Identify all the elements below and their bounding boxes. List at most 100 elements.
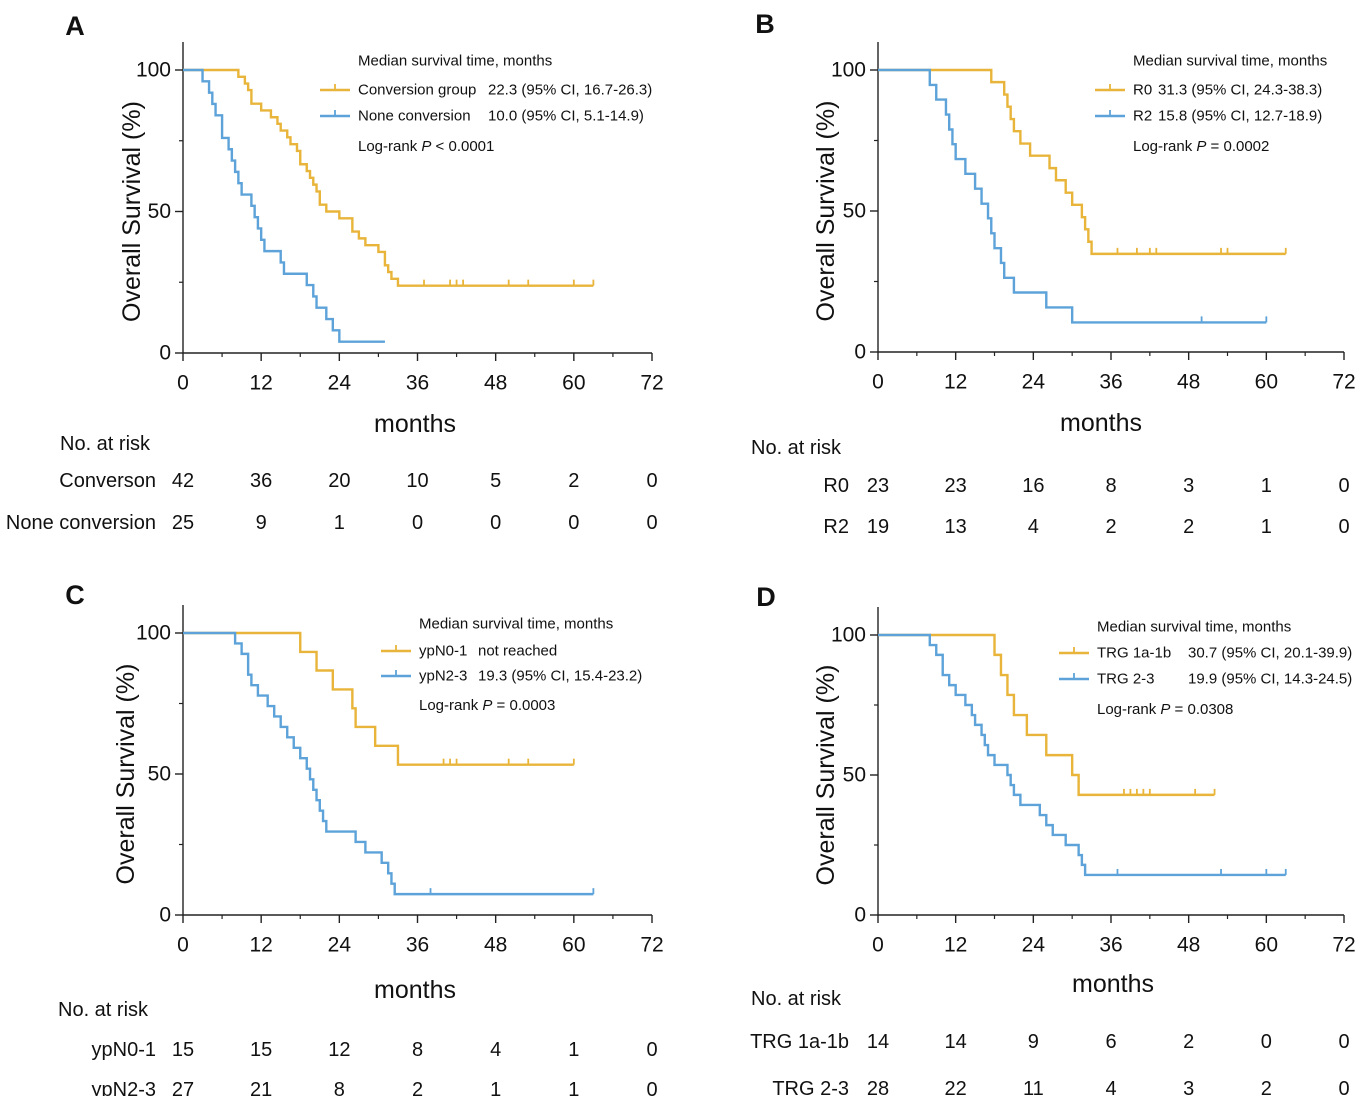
risk-table-count: 4 [1028,516,1039,538]
x-tick-label: 12 [944,371,967,394]
risk-table-count: 5 [490,470,501,492]
panel-label: C [65,580,85,610]
risk-table-count: 0 [646,1079,657,1096]
risk-table-count: 10 [406,470,428,492]
risk-table-count: 2 [1183,1031,1194,1053]
x-axis-label: months [374,410,456,438]
y-tick-label: 100 [831,59,866,82]
y-tick-label: 100 [831,624,866,647]
legend-series-stat: 22.3 (95% CI, 16.7-26.3) [488,82,652,99]
risk-table-count: 14 [867,1031,889,1053]
risk-table-count: 2 [1183,516,1194,538]
y-tick-label: 50 [148,763,171,786]
survival-curve-series-2 [878,68,1267,324]
risk-table-count: 2 [1105,516,1116,538]
risk-table-count: 21 [250,1079,272,1096]
x-tick-label: 24 [328,934,352,957]
risk-table-row-label: R2 [823,516,849,538]
risk-table-row-label: R0 [823,475,849,497]
risk-table-title: No. at risk [60,433,151,455]
risk-table-count: 28 [867,1078,889,1096]
logrank-text: Log-rank P < 0.0001 [358,138,494,155]
risk-table-count: 12 [328,1039,350,1061]
x-axis-label: months [374,976,456,1004]
x-tick-label: 60 [562,934,585,957]
x-tick-label: 72 [1332,371,1355,394]
legend-series-stat: 19.3 (95% CI, 15.4-23.2) [478,668,642,685]
logrank-p: P [1160,701,1170,718]
legend-series-name: TRG 1a-1b [1097,645,1171,662]
risk-table-count: 27 [172,1079,194,1096]
risk-table-count: 1 [1261,516,1272,538]
risk-table-count: 3 [1183,1078,1194,1096]
risk-table-count: 0 [568,512,579,534]
x-axis-label: months [1072,970,1154,998]
legend-series-name: TRG 2-3 [1097,671,1155,688]
risk-table-count: 0 [1338,1031,1349,1053]
panel-label: D [756,582,776,612]
risk-table-row-label: ypN2-3 [92,1079,156,1096]
risk-table-count: 9 [256,512,267,534]
risk-table-title: No. at risk [58,999,149,1021]
x-tick-label: 0 [177,934,189,957]
risk-table-row-label: Converson [59,470,156,492]
risk-table-count: 1 [334,512,345,534]
risk-table-count: 8 [1105,475,1116,497]
x-tick-label: 0 [177,372,189,395]
risk-table-count: 16 [1022,475,1044,497]
legend-title: Median survival time, months [419,616,613,633]
legend-title: Median survival time, months [1133,53,1327,70]
risk-table-count: 23 [867,475,889,497]
legend-title: Median survival time, months [358,53,552,70]
x-tick-label: 48 [484,934,507,957]
legend-series-stat: not reached [478,643,557,660]
risk-table-count: 0 [1261,1031,1272,1053]
risk-table-count: 0 [646,470,657,492]
legend-series-name: Conversion group [358,82,476,99]
risk-table-count: 0 [646,512,657,534]
y-tick-label: 0 [159,342,171,365]
legend-series-name: R0 [1133,82,1152,99]
x-tick-label: 72 [640,372,663,395]
legend-series-stat: 19.9 (95% CI, 14.3-24.5) [1188,671,1352,688]
x-tick-label: 0 [872,371,884,394]
survival-curve-series-2 [183,68,385,343]
risk-table-count: 6 [1105,1031,1116,1053]
y-tick-label: 0 [159,904,171,927]
x-tick-label: 60 [1255,371,1278,394]
survival-curve-series-1 [183,68,594,287]
legend-series-name: ypN0-1 [419,643,467,660]
risk-table-count: 14 [945,1031,967,1053]
risk-table-count: 1 [1261,475,1272,497]
risk-table-count: 1 [568,1079,579,1096]
logrank-value: = 0.0308 [1170,701,1233,718]
risk-table-count: 2 [1261,1078,1272,1096]
risk-table-count: 15 [250,1039,272,1061]
risk-table-count: 11 [1023,1078,1044,1096]
logrank-p: P [421,138,431,155]
risk-table-count: 0 [1338,1078,1349,1096]
logrank-p: P [482,697,492,714]
y-tick-label: 0 [854,341,866,364]
x-tick-label: 12 [249,934,272,957]
risk-table-count: 4 [490,1039,501,1061]
logrank-value: = 0.0002 [1206,138,1269,155]
risk-table-count: 42 [172,470,194,492]
risk-table-count: 0 [1338,475,1349,497]
logrank-p: P [1196,138,1206,155]
risk-table-count: 36 [250,470,272,492]
y-tick-label: 50 [148,200,171,223]
risk-table-count: 2 [412,1079,423,1096]
risk-table-count: 19 [867,516,889,538]
risk-table-count: 4 [1105,1078,1116,1096]
risk-table-count: 0 [490,512,501,534]
x-tick-label: 60 [562,372,585,395]
x-tick-label: 72 [640,934,663,957]
legend-series-stat: 30.7 (95% CI, 20.1-39.9) [1188,645,1352,662]
x-tick-label: 36 [406,372,429,395]
legend-series-stat: 10.0 (95% CI, 5.1-14.9) [488,108,644,125]
logrank-text: Log-rank P = 0.0308 [1097,701,1233,718]
